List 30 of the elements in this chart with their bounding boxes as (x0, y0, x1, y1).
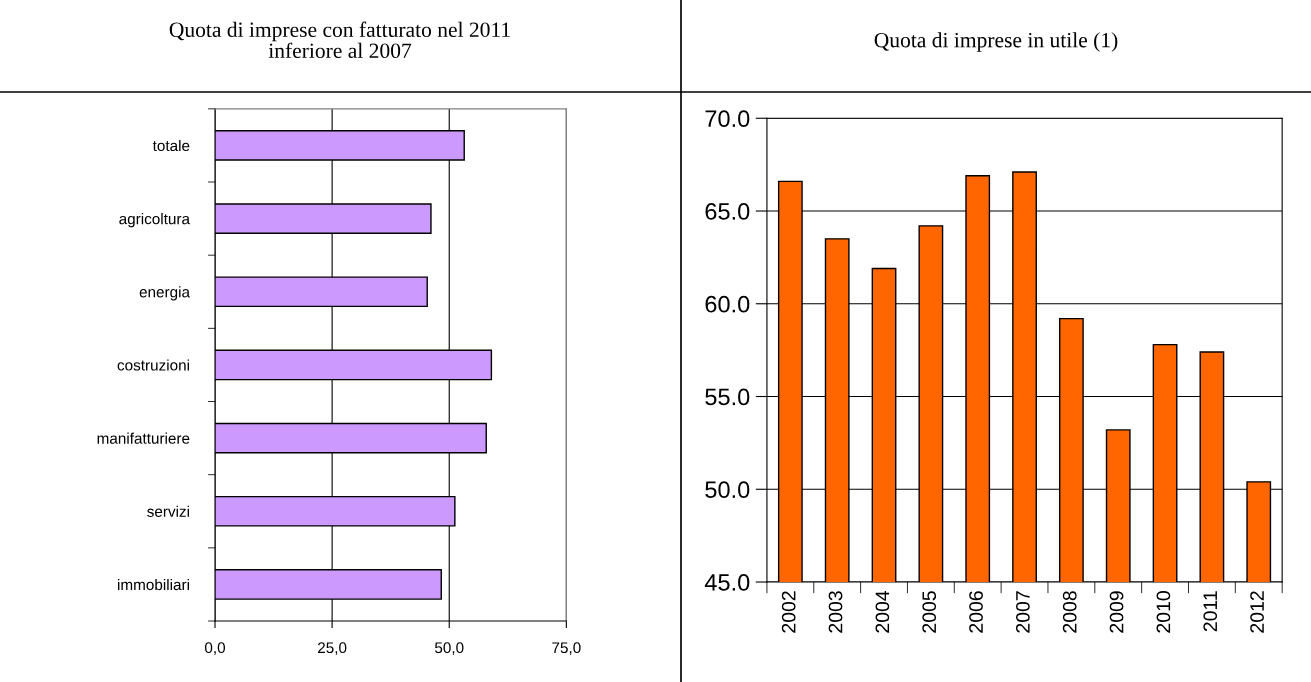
y-tick-label: 45.0 (704, 574, 750, 591)
x-tick-label: 2010 (1156, 591, 1171, 633)
y-tick-label: 60.0 (705, 295, 750, 313)
y-tick-label: immobiliari (118, 578, 189, 591)
y-tick-label: manifatturiere (97, 432, 190, 444)
chart-title: Quota di imprese con fatturato nel 2011 inferiore al 2007 (169, 21, 510, 59)
x-tick-label: 50,0 (434, 642, 464, 655)
y-tick-label: 50.0 (705, 481, 750, 499)
y-tick-label: servizi (147, 505, 189, 517)
y-tick-label: 55.0 (705, 388, 750, 406)
x-tick-label: 2009 (1109, 591, 1124, 633)
x-tick-label: 2008 (1062, 591, 1077, 633)
y-tick-label: totale (152, 139, 190, 152)
y-tick-label: 70.0 (705, 110, 750, 128)
x-tick-label: 2012 (1250, 591, 1264, 633)
x-tick-label: 75,0 (552, 642, 581, 655)
y-tick-label: energia (139, 286, 191, 301)
x-tick-label: 2004 (875, 590, 890, 633)
chart-title: Quota di imprese in utile (1) (874, 32, 1118, 52)
x-tick-label: 2005 (922, 591, 937, 633)
x-tick-label: 25,0 (318, 642, 347, 655)
x-tick-label: 2011 (1203, 591, 1218, 632)
y-tick-label: costruzioni (117, 359, 189, 371)
x-tick-label: 2006 (969, 591, 983, 633)
x-tick-label: 0,0 (204, 642, 226, 655)
x-tick-label: 2003 (828, 591, 843, 633)
y-tick-label: 65.0 (705, 203, 750, 220)
x-tick-label: 2002 (781, 591, 796, 633)
y-tick-label: agricoltura (119, 213, 191, 228)
x-tick-label: 2007 (1016, 591, 1030, 633)
